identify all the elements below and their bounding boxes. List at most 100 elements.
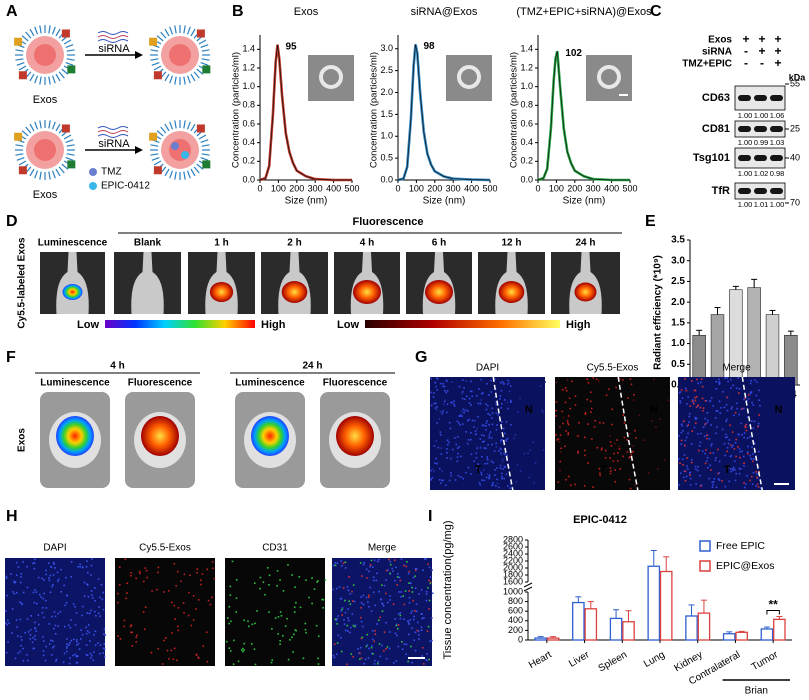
micrograph-texture <box>377 558 380 561</box>
micrograph-texture <box>344 599 346 602</box>
micrograph-texture <box>376 560 379 563</box>
micrograph-texture <box>348 600 351 603</box>
micrograph-texture <box>643 439 646 442</box>
band-ratio: 1.00 <box>738 111 753 120</box>
micrograph-texture <box>317 657 319 660</box>
micrograph-texture <box>446 403 449 406</box>
micrograph-texture <box>730 378 732 381</box>
micrograph-texture <box>731 446 733 448</box>
micrograph-texture <box>119 638 122 640</box>
micrograph-texture <box>429 576 432 578</box>
micrograph-texture <box>633 394 635 396</box>
micrograph-texture <box>43 579 45 581</box>
micrograph-texture <box>436 377 438 379</box>
x-tick-label: 0 <box>395 183 400 193</box>
micrograph-texture <box>396 634 398 637</box>
x-tick-label: 500 <box>622 183 637 193</box>
micrograph-texture <box>293 606 296 609</box>
micrograph-texture <box>715 388 718 390</box>
micrograph-texture <box>616 439 618 441</box>
micrograph-texture <box>635 437 637 439</box>
group-label: 24 h <box>302 361 322 372</box>
micrograph-texture <box>501 460 504 463</box>
micrograph-texture <box>77 565 79 568</box>
micrograph-texture <box>81 633 84 636</box>
lipid <box>15 49 24 52</box>
micrograph-texture <box>504 432 506 435</box>
micrograph-texture <box>688 413 691 415</box>
x-axis-label: Size (nm) <box>285 196 328 207</box>
condition-sign: + <box>774 56 781 70</box>
micrograph-texture <box>341 614 343 616</box>
y-tick-label: 0.0 <box>520 174 533 184</box>
membrane-protein <box>67 65 76 74</box>
micrograph-texture <box>738 433 740 436</box>
peak-label: 98 <box>423 41 435 52</box>
micrograph-texture <box>470 431 472 434</box>
axis-break <box>523 586 533 592</box>
micrograph-texture <box>706 412 709 414</box>
micrograph-texture <box>741 433 743 436</box>
micrograph-texture <box>69 626 72 629</box>
legend-swatch <box>699 540 711 552</box>
micrograph-texture <box>703 435 706 438</box>
micrograph-texture <box>230 620 232 623</box>
micrograph-texture <box>485 428 487 431</box>
micrograph-texture <box>733 460 736 463</box>
micrograph-texture <box>618 378 621 380</box>
micrograph-texture <box>443 399 446 402</box>
micrograph-texture <box>559 434 562 436</box>
micrograph-texture <box>378 643 381 645</box>
micrograph-texture <box>211 561 214 563</box>
micrograph-texture <box>504 453 506 456</box>
micrograph-texture <box>629 456 631 458</box>
micrograph-texture <box>592 377 595 379</box>
micrograph-texture <box>501 439 504 441</box>
micrograph-texture <box>476 446 479 449</box>
micrograph-texture <box>429 581 432 584</box>
micrograph-texture <box>150 651 153 654</box>
micrograph-texture <box>609 441 612 443</box>
micrograph-texture <box>360 607 362 609</box>
micrograph-texture <box>478 481 481 484</box>
micrograph-texture <box>445 379 448 382</box>
micrograph-texture <box>594 419 597 422</box>
lipid <box>34 170 39 179</box>
micrograph-texture <box>483 424 485 427</box>
micrograph-texture <box>117 601 119 604</box>
micrograph-texture <box>48 577 50 579</box>
micrograph-texture <box>485 447 487 450</box>
micrograph-texture <box>684 387 687 390</box>
micrograph-texture <box>743 398 745 401</box>
micrograph-texture <box>386 601 389 604</box>
micrograph-texture <box>430 404 433 407</box>
micrograph-texture <box>495 428 498 431</box>
micrograph-texture <box>205 631 208 634</box>
micrograph-texture <box>207 599 210 602</box>
micrograph-texture <box>468 402 471 404</box>
lipid <box>16 61 25 66</box>
micrograph-texture <box>349 593 352 595</box>
micrograph-texture <box>455 443 458 446</box>
lipid <box>190 28 196 37</box>
micrograph-texture <box>90 564 93 567</box>
micrograph-texture <box>397 613 400 615</box>
micrograph-texture <box>360 596 362 598</box>
micrograph-texture <box>295 601 297 604</box>
micrograph-texture <box>43 616 45 619</box>
micrograph-texture <box>433 445 436 447</box>
micrograph-texture <box>440 482 442 484</box>
micrograph-texture <box>129 574 132 577</box>
micrograph-texture <box>165 637 167 639</box>
micrograph-texture <box>389 599 391 601</box>
micrograph-texture <box>454 437 456 439</box>
micrograph-texture <box>440 382 442 385</box>
lipid <box>34 121 39 130</box>
micrograph-texture <box>718 382 721 384</box>
micrograph-texture <box>29 637 31 640</box>
micrograph-texture <box>117 592 119 595</box>
micrograph-texture <box>752 427 755 430</box>
micrograph-texture <box>505 438 508 441</box>
micrograph-texture <box>399 612 402 614</box>
micrograph-texture <box>656 467 659 470</box>
